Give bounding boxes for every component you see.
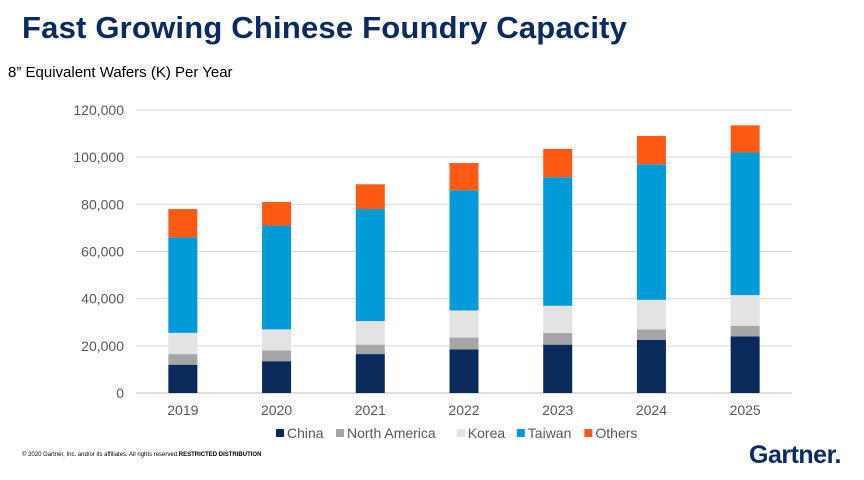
y-tick-label: 100,000 [73,149,124,165]
bar-segment-north-america [355,344,385,355]
bar-segment-china [262,361,292,393]
bar-segment-north-america [636,329,666,340]
logo-dot: . [834,441,841,469]
bar-segment-others [543,148,573,178]
bar-segment-korea [636,299,666,330]
bar-segment-china [449,349,479,393]
bar-segment-china [168,364,198,393]
legend-swatch [276,429,284,437]
copyright-text: © 2020 Gartner, Inc. and/or its affiliat… [22,452,179,458]
chart-subtitle: 8” Equivalent Wafers (K) Per Year [8,64,233,81]
bar-segment-north-america [543,332,573,345]
bar-segment-others [262,201,292,226]
bar-segment-korea [730,295,760,326]
bar-segment-china [355,354,385,393]
bar-segment-china [543,344,573,393]
legend-swatch [456,429,465,437]
page-title: Fast Growing Chinese Foundry Capacity [22,10,628,45]
x-tick-label: 2024 [636,402,667,418]
y-tick-label: 60,000 [81,244,124,260]
x-tick-label: 2025 [730,402,761,418]
bar-segment-taiwan [543,177,573,306]
x-tick-label: 2019 [167,402,198,418]
legend-label: China [287,425,324,441]
gartner-logo: Gartner. [749,441,841,470]
legend-label: Korea [468,425,506,441]
bar-segment-china [636,339,666,393]
y-tick-label: 0 [116,385,124,401]
bar-segment-others [355,184,385,210]
bar-segment-north-america [168,354,198,365]
legend-swatch [584,429,593,437]
y-tick-label: 40,000 [81,291,124,307]
legend-swatch [516,429,525,437]
bar-segment-taiwan [168,237,198,333]
bar-segment-others [168,209,198,238]
copyright-footer: © 2020 Gartner, Inc. and/or its affiliat… [22,452,261,458]
y-tick-label: 20,000 [81,338,124,354]
bar-segment-taiwan [636,164,666,300]
x-tick-label: 2021 [355,402,386,418]
bar-segment-others [449,163,479,191]
bar-segment-taiwan [262,225,292,330]
bar-segment-korea [168,332,198,355]
legend-swatch [336,429,344,437]
legend-label: North America [347,425,436,441]
x-tick-label: 2023 [542,402,573,418]
x-tick-label: 2020 [261,402,292,418]
bar-segment-north-america [449,337,479,350]
legend-label: Others [595,425,637,441]
bar-segment-taiwan [355,209,385,322]
bar-segment-north-america [262,350,292,362]
bar-segment-others [636,135,666,165]
restricted-distribution-text: RESTRICTED DISTRIBUTION [178,452,262,458]
logo-text: Gartner [749,441,835,469]
y-tick-label: 120,000 [73,102,124,118]
bar-segment-china [730,336,760,393]
bar-segment-korea [449,310,479,338]
y-tick-label: 80,000 [81,196,124,212]
bar-segment-taiwan [449,190,479,311]
bar-segment-north-america [730,325,760,337]
bar-segment-korea [262,329,292,351]
x-tick-label: 2022 [448,402,479,418]
bar-segment-korea [355,321,385,345]
bar-segment-others [730,125,760,153]
bar-segment-korea [543,305,573,333]
bar-segment-taiwan [730,152,760,296]
legend-label: Taiwan [528,425,572,441]
